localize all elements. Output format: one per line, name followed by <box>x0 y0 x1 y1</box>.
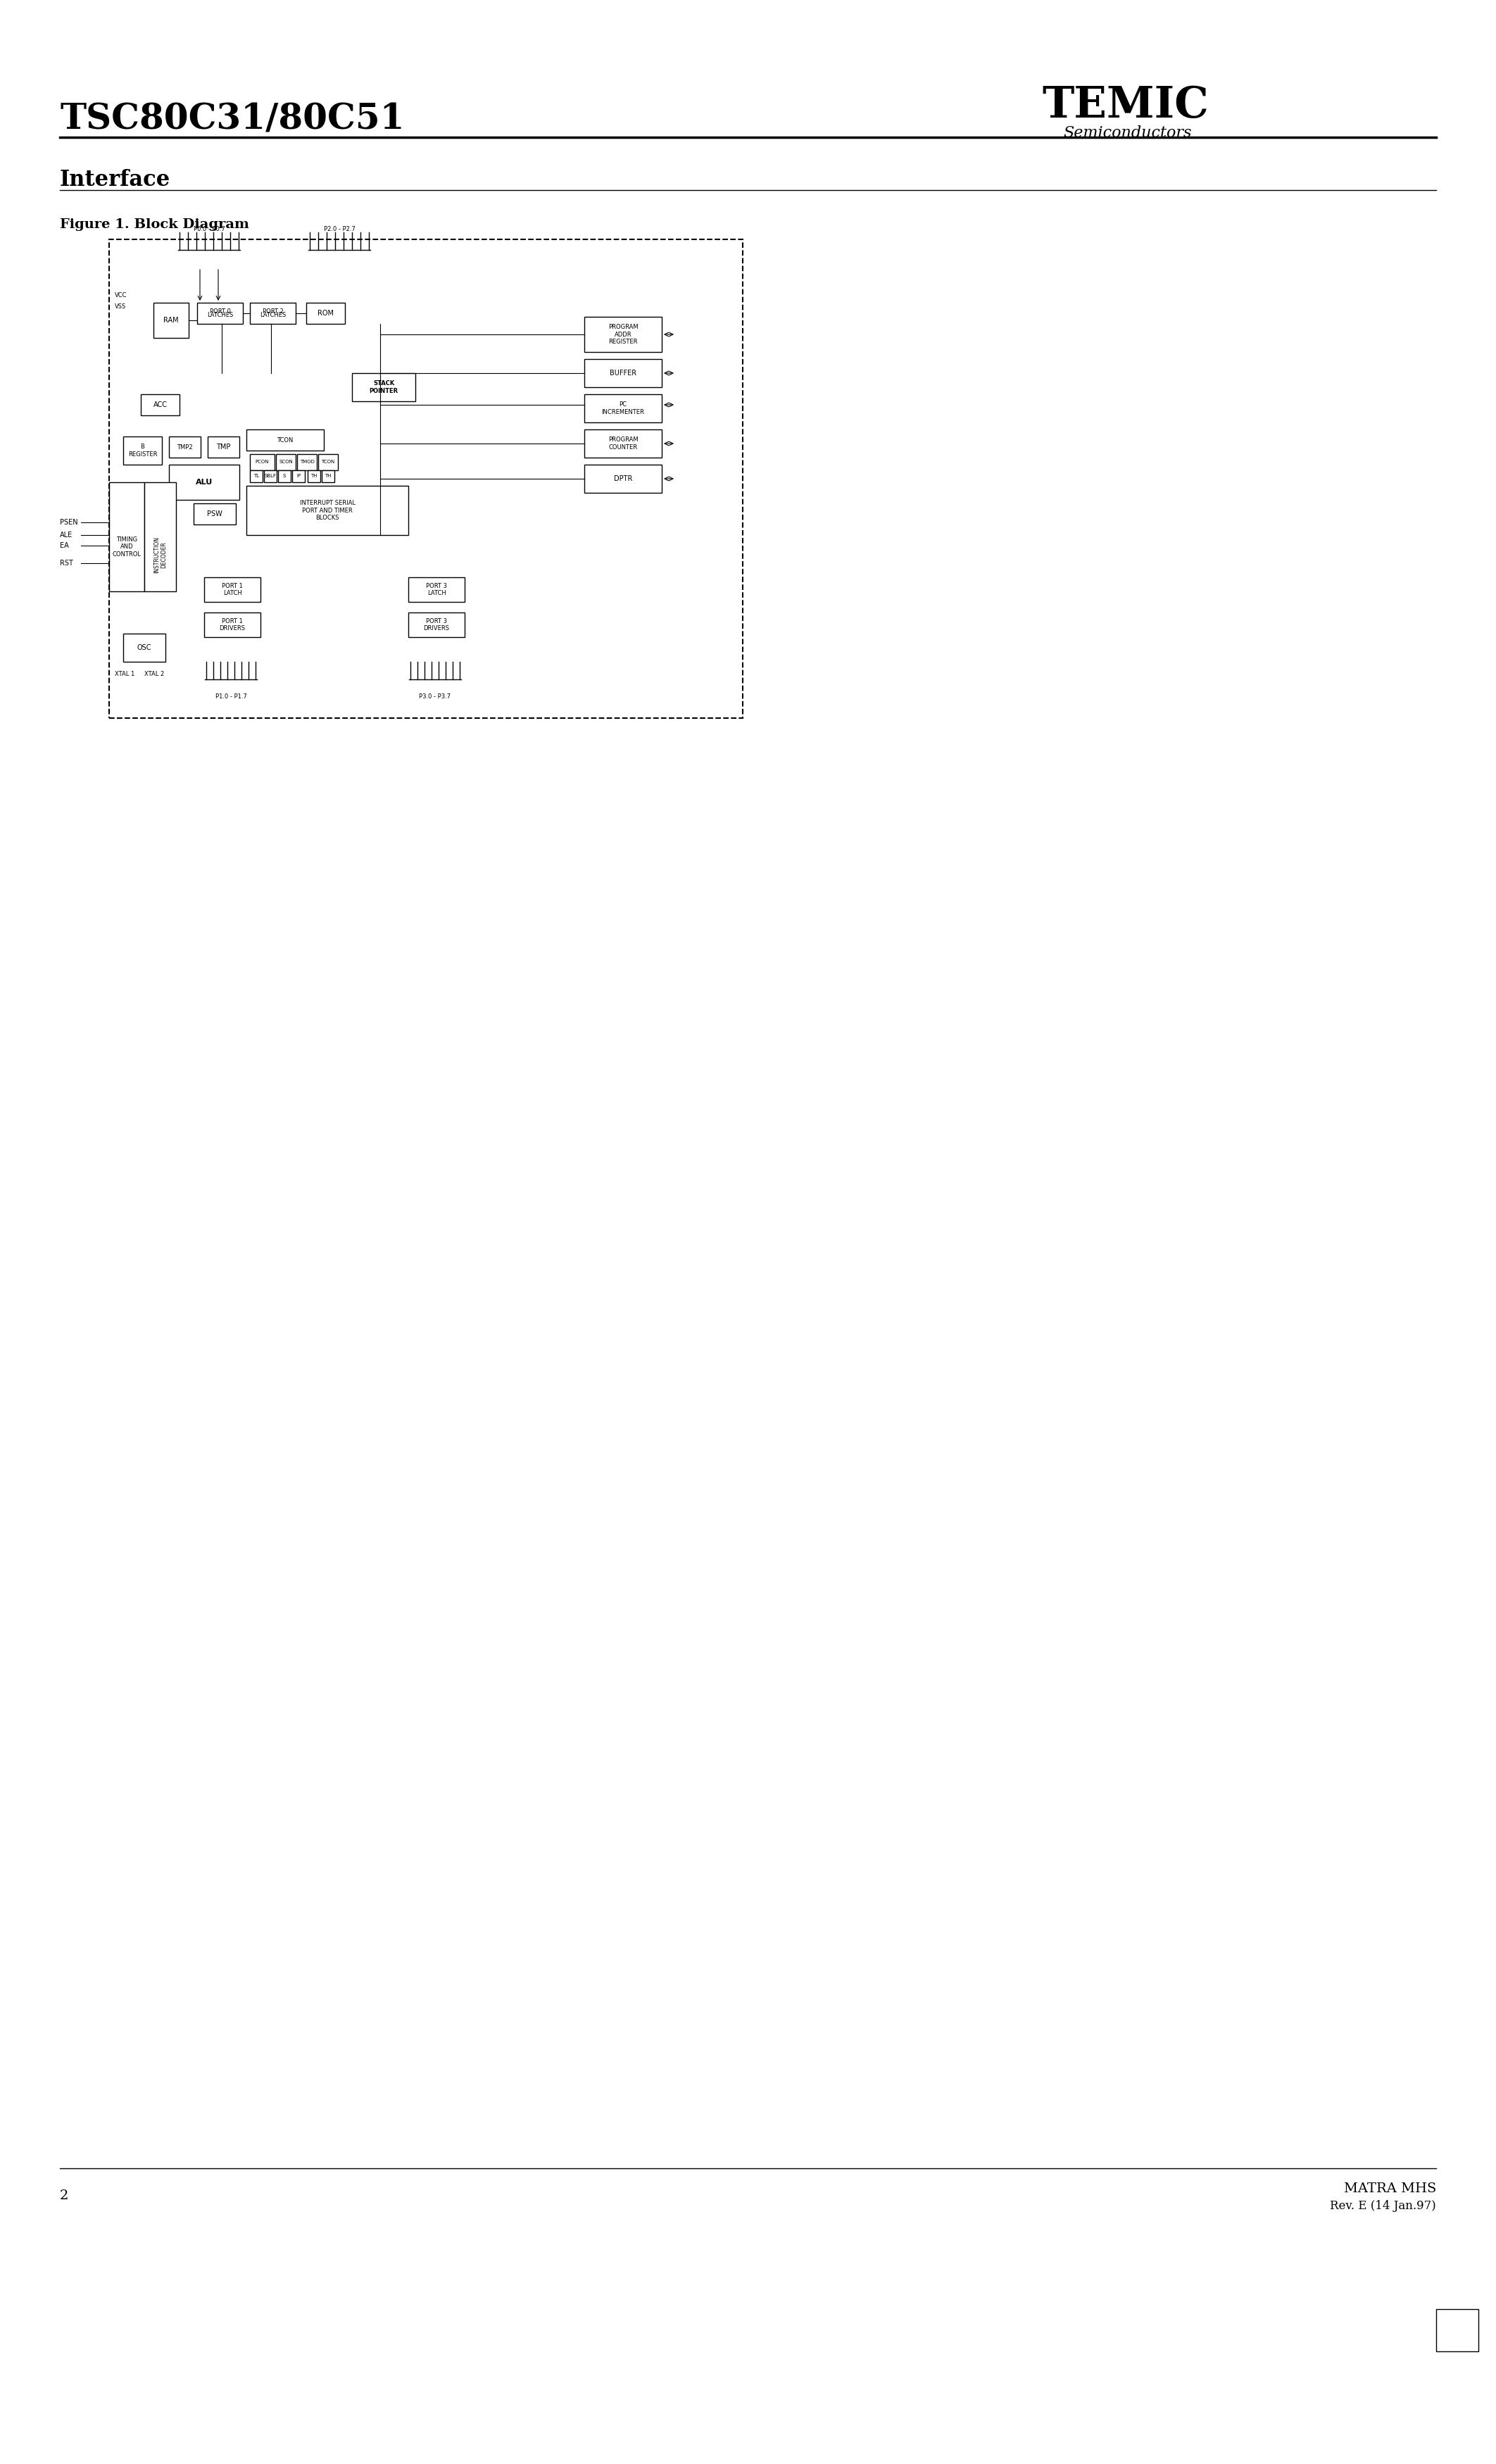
Text: TIMING
AND
CONTROL: TIMING AND CONTROL <box>112 537 141 557</box>
Text: RAM: RAM <box>163 318 178 323</box>
Text: P0.0 - P0.7: P0.0 - P0.7 <box>193 227 224 232</box>
Bar <box>308 471 320 483</box>
Bar <box>319 453 338 471</box>
Text: TMOD: TMOD <box>299 461 314 463</box>
Text: ROM: ROM <box>317 310 334 318</box>
Text: EA: EA <box>60 542 69 549</box>
Bar <box>109 483 144 591</box>
Text: TH: TH <box>325 473 332 478</box>
Text: PROGRAM
ADDR
REGISTER: PROGRAM ADDR REGISTER <box>607 323 639 345</box>
Bar <box>585 429 661 458</box>
Text: MATRA MHS: MATRA MHS <box>1343 2183 1436 2195</box>
Bar <box>292 471 305 483</box>
Text: PORT 1
LATCH: PORT 1 LATCH <box>221 584 242 596</box>
Text: PSW: PSW <box>206 510 223 517</box>
Text: IP: IP <box>296 473 301 478</box>
Text: PC
INCREMENTER: PC INCREMENTER <box>601 402 645 414</box>
Bar <box>585 318 661 352</box>
Text: OSC: OSC <box>138 643 151 650</box>
Text: TCON: TCON <box>322 461 335 463</box>
Text: DPTR: DPTR <box>613 476 633 483</box>
Text: PORT 3
LATCH: PORT 3 LATCH <box>426 584 447 596</box>
Text: LATCHES: LATCHES <box>206 313 233 318</box>
Text: INTERRUPT SERIAL
PORT AND TIMER
BLOCKS: INTERRUPT SERIAL PORT AND TIMER BLOCKS <box>299 500 355 520</box>
Text: PSEN: PSEN <box>60 520 78 525</box>
Bar <box>123 633 166 663</box>
Text: INSTRUCTION
DECODER: INSTRUCTION DECODER <box>154 537 168 574</box>
Text: Figure 1. Block Diagram: Figure 1. Block Diagram <box>60 219 250 232</box>
Text: PROGRAM
COUNTER: PROGRAM COUNTER <box>607 436 639 451</box>
Text: PORT 3
DRIVERS: PORT 3 DRIVERS <box>423 618 449 631</box>
Bar <box>275 453 296 471</box>
Bar <box>247 485 408 535</box>
Text: PCON: PCON <box>256 461 269 463</box>
Text: PORT 0: PORT 0 <box>209 308 230 315</box>
Text: P2.0 - P2.7: P2.0 - P2.7 <box>323 227 355 232</box>
Bar <box>263 471 277 483</box>
Text: Rev. E (14 Jan.97): Rev. E (14 Jan.97) <box>1330 2200 1436 2213</box>
Text: SCON: SCON <box>278 461 293 463</box>
Bar <box>208 436 239 458</box>
Text: STACK
POINTER: STACK POINTER <box>370 379 398 394</box>
Text: ACC: ACC <box>153 402 168 409</box>
Text: VCC: VCC <box>115 293 127 298</box>
Bar <box>408 614 465 638</box>
Bar <box>585 394 661 421</box>
Bar <box>250 471 263 483</box>
Text: RST: RST <box>60 559 73 567</box>
Bar <box>193 503 236 525</box>
Text: XTAL 1: XTAL 1 <box>115 670 135 678</box>
Text: P3.0 - P3.7: P3.0 - P3.7 <box>419 695 450 700</box>
Bar <box>408 577 465 601</box>
Text: TMP: TMP <box>217 444 230 451</box>
Bar <box>197 303 242 323</box>
Text: TH: TH <box>311 473 317 478</box>
Bar <box>141 394 180 416</box>
Bar <box>250 303 296 323</box>
Text: LATCHES: LATCHES <box>260 313 286 318</box>
Bar <box>278 471 290 483</box>
Bar <box>203 614 260 638</box>
Text: XTAL 2: XTAL 2 <box>144 670 165 678</box>
Text: P1.0 - P1.7: P1.0 - P1.7 <box>215 695 247 700</box>
Text: S: S <box>283 473 286 478</box>
Text: SBLF: SBLF <box>265 473 277 478</box>
Bar <box>144 483 177 591</box>
Text: TCON: TCON <box>277 436 293 444</box>
Bar <box>247 429 323 451</box>
Text: BUFFER: BUFFER <box>610 370 636 377</box>
Text: PORT 1
DRIVERS: PORT 1 DRIVERS <box>220 618 245 631</box>
Text: Interface: Interface <box>60 170 171 190</box>
Text: ALU: ALU <box>196 478 212 485</box>
Bar <box>585 466 661 493</box>
Bar <box>154 303 188 338</box>
Text: B
REGISTER: B REGISTER <box>129 444 157 458</box>
Text: PORT 2: PORT 2 <box>262 308 283 315</box>
Text: TEMIC: TEMIC <box>1041 84 1209 126</box>
Bar <box>298 453 317 471</box>
Text: TL: TL <box>253 473 259 478</box>
Text: Semiconductors: Semiconductors <box>1064 126 1191 140</box>
Bar <box>1436 2309 1478 2351</box>
Text: 2: 2 <box>60 2190 69 2203</box>
Bar <box>203 577 260 601</box>
Bar <box>322 471 335 483</box>
Bar <box>307 303 346 323</box>
Text: TMP2: TMP2 <box>177 444 193 451</box>
Text: TSC80C31/80C51: TSC80C31/80C51 <box>60 101 404 136</box>
Bar <box>250 453 275 471</box>
Bar <box>169 436 200 458</box>
Bar <box>123 436 162 466</box>
Bar <box>585 360 661 387</box>
Text: VSS: VSS <box>115 303 126 310</box>
Text: ALE: ALE <box>60 532 73 540</box>
Bar <box>169 466 239 500</box>
Bar <box>352 372 416 402</box>
